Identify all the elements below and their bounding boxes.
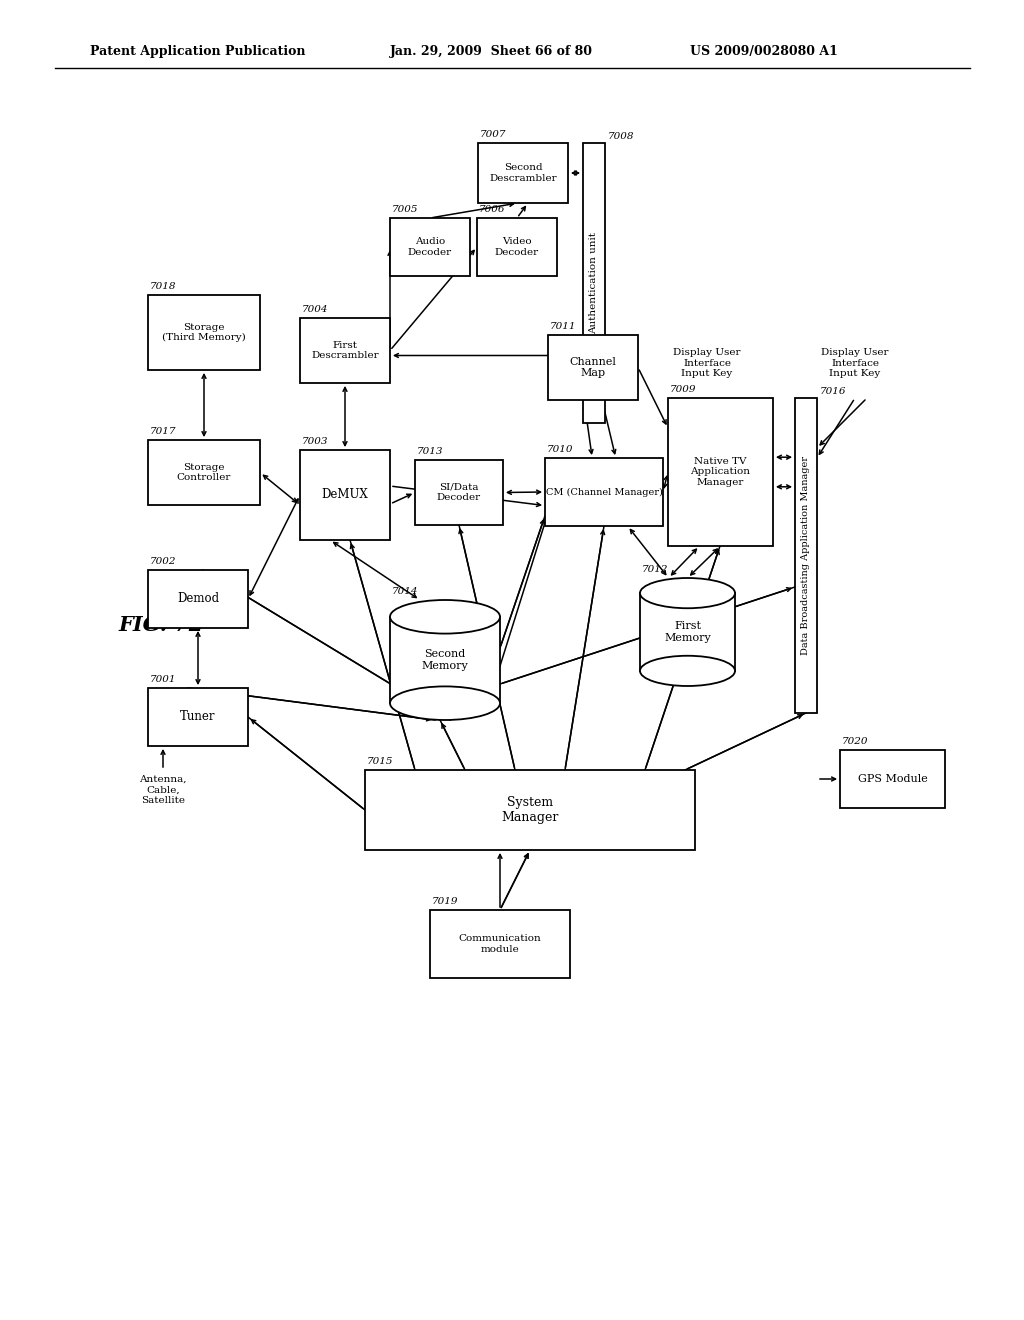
Text: Communication
module: Communication module xyxy=(459,935,542,953)
Text: 7013: 7013 xyxy=(417,447,443,455)
Bar xyxy=(795,399,817,713)
Bar xyxy=(148,440,260,506)
Bar xyxy=(148,688,248,746)
Text: 7004: 7004 xyxy=(302,305,329,314)
Bar xyxy=(148,570,248,628)
Text: GPS Module: GPS Module xyxy=(858,774,928,784)
Bar xyxy=(640,593,735,671)
Text: First
Memory: First Memory xyxy=(665,622,711,643)
Ellipse shape xyxy=(390,601,500,634)
Text: 7007: 7007 xyxy=(480,129,507,139)
Text: 7005: 7005 xyxy=(392,205,419,214)
Bar xyxy=(840,750,945,808)
Bar xyxy=(430,909,570,978)
Bar xyxy=(545,458,663,525)
Text: 7016: 7016 xyxy=(820,387,847,396)
Text: Patent Application Publication: Patent Application Publication xyxy=(90,45,305,58)
Text: 7006: 7006 xyxy=(479,205,506,214)
Ellipse shape xyxy=(390,686,500,719)
Text: Jan. 29, 2009  Sheet 66 of 80: Jan. 29, 2009 Sheet 66 of 80 xyxy=(390,45,593,58)
Text: 7012: 7012 xyxy=(642,565,669,574)
Text: 7015: 7015 xyxy=(367,756,393,766)
Text: Channel
Map: Channel Map xyxy=(569,356,616,379)
Ellipse shape xyxy=(640,578,735,609)
Bar xyxy=(148,294,260,370)
Bar xyxy=(300,318,390,383)
Text: Storage
(Third Memory): Storage (Third Memory) xyxy=(162,322,246,342)
Text: FIG. 72: FIG. 72 xyxy=(118,615,203,635)
Text: 7009: 7009 xyxy=(670,385,696,393)
Bar xyxy=(583,143,605,422)
Text: Display User
Interface
Input Key: Display User Interface Input Key xyxy=(673,348,740,378)
Text: DeMUX: DeMUX xyxy=(322,488,369,502)
Text: 7019: 7019 xyxy=(432,898,459,906)
Text: Authentication unit: Authentication unit xyxy=(590,232,598,334)
Text: 7011: 7011 xyxy=(550,322,577,331)
Text: Display User
Interface
Input Key: Display User Interface Input Key xyxy=(821,348,889,378)
Text: System
Manager: System Manager xyxy=(502,796,559,824)
Bar xyxy=(478,143,568,203)
Bar xyxy=(390,218,470,276)
Bar xyxy=(300,450,390,540)
Bar xyxy=(415,459,503,525)
Text: 7001: 7001 xyxy=(150,675,176,684)
Text: Video
Decoder: Video Decoder xyxy=(495,238,539,256)
Text: 7020: 7020 xyxy=(842,737,868,746)
Text: Data Broadcasting Application Manager: Data Broadcasting Application Manager xyxy=(802,455,811,655)
Text: SI/Data
Decoder: SI/Data Decoder xyxy=(437,483,481,502)
Bar xyxy=(548,335,638,400)
Text: 7018: 7018 xyxy=(150,282,176,290)
Text: Audio
Decoder: Audio Decoder xyxy=(408,238,452,256)
Bar xyxy=(365,770,695,850)
Text: Native TV
Application
Manager: Native TV Application Manager xyxy=(690,457,751,487)
Bar xyxy=(668,399,773,546)
Text: 7002: 7002 xyxy=(150,557,176,566)
Text: CM (Channel Manager): CM (Channel Manager) xyxy=(546,487,663,496)
Text: Demod: Demod xyxy=(177,593,219,606)
Bar xyxy=(390,616,500,704)
Text: US 2009/0028080 A1: US 2009/0028080 A1 xyxy=(690,45,838,58)
Text: 7003: 7003 xyxy=(302,437,329,446)
Text: First
Descrambler: First Descrambler xyxy=(311,341,379,360)
Text: 7017: 7017 xyxy=(150,426,176,436)
Text: Storage
Controller: Storage Controller xyxy=(177,463,231,482)
Text: Tuner: Tuner xyxy=(180,710,216,723)
Bar xyxy=(477,218,557,276)
Ellipse shape xyxy=(640,656,735,686)
Text: Antenna,
Cable,
Satellite: Antenna, Cable, Satellite xyxy=(139,775,186,805)
Text: 7010: 7010 xyxy=(547,445,573,454)
Text: 7014: 7014 xyxy=(392,587,419,597)
Text: Second
Memory: Second Memory xyxy=(422,649,468,671)
Text: 7008: 7008 xyxy=(608,132,635,141)
Text: Second
Descrambler: Second Descrambler xyxy=(489,164,557,182)
